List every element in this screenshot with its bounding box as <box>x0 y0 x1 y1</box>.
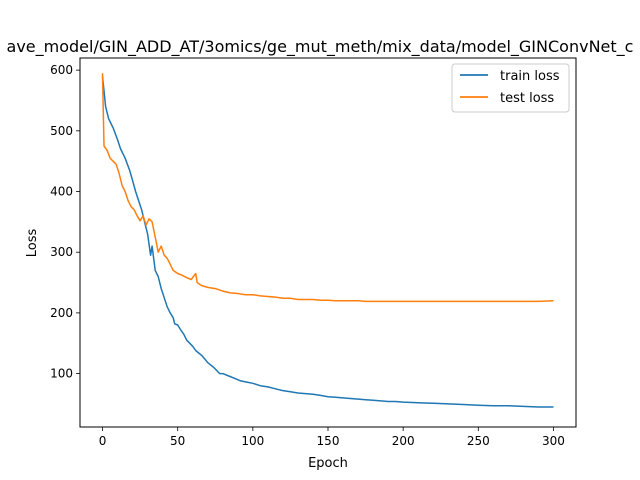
series-line-train-loss <box>101 76 554 408</box>
x-tick-label: 150 <box>317 434 340 448</box>
y-tick-label: 600 <box>50 63 73 77</box>
y-tick-label: 500 <box>50 124 73 138</box>
legend: train loss test loss <box>451 63 570 113</box>
y-tick-label: 400 <box>50 185 73 199</box>
series-lines <box>101 73 554 408</box>
x-tick-label: 200 <box>392 434 415 448</box>
y-axis-label: Loss <box>25 229 40 258</box>
y-tick-label: 100 <box>50 367 73 381</box>
series-line-test-loss <box>101 73 554 303</box>
legend-test-loss-label: test loss <box>500 91 554 106</box>
x-axis-label: Epoch <box>308 456 348 471</box>
y-axis-ticks: 100 200 300 400 500 600 <box>50 63 80 381</box>
y-tick-label: 200 <box>50 306 73 320</box>
y-tick-label: 300 <box>50 245 73 259</box>
x-tick-label: 250 <box>467 434 490 448</box>
x-tick-label: 50 <box>170 434 185 448</box>
x-tick-label: 0 <box>99 434 107 448</box>
legend-box <box>451 63 570 113</box>
x-tick-label: 100 <box>241 434 264 448</box>
axes-frame <box>79 57 577 428</box>
x-tick-label: 300 <box>542 434 565 448</box>
x-axis-ticks: 0 50 100 150 200 250 300 <box>99 427 565 448</box>
legend-train-loss-label: train loss <box>500 69 560 84</box>
chart-title: ave_model/GIN_ADD_AT/3omics/ge_mut_meth/… <box>7 37 634 57</box>
